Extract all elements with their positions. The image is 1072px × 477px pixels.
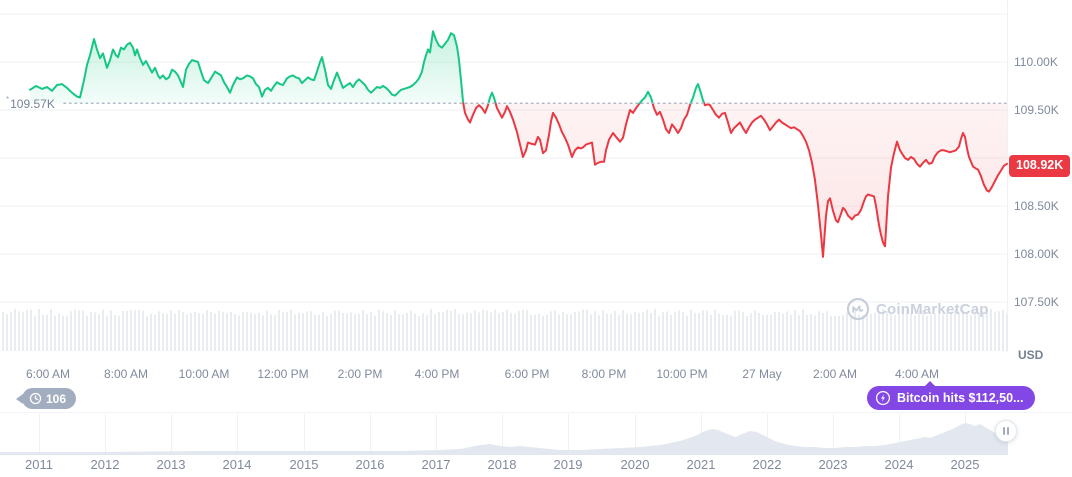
axis-unit-label: USD bbox=[1018, 348, 1044, 362]
year-label: 2019 bbox=[553, 457, 583, 472]
price-tick-label: 108.50K bbox=[1014, 199, 1059, 213]
time-tick-label: 10:00 AM bbox=[178, 367, 230, 381]
news-annotation-pill[interactable]: Bitcoin hits $112,50... bbox=[867, 381, 1036, 410]
area-above-baseline bbox=[488, 92, 496, 104]
year-label: 2017 bbox=[421, 457, 451, 472]
volume-bars bbox=[2, 309, 1008, 351]
history-sparkline bbox=[0, 423, 1008, 455]
timeline-brush[interactable] bbox=[0, 413, 1008, 455]
year-label: 2025 bbox=[950, 457, 980, 472]
time-tick-label: 6:00 AM bbox=[25, 367, 71, 381]
year-label: 2013 bbox=[156, 457, 186, 472]
time-tick-label: 27 May bbox=[742, 367, 782, 381]
price-line-up bbox=[29, 30, 465, 105]
history-count: 106 bbox=[46, 391, 67, 406]
time-tick-label: 2:00 PM bbox=[337, 367, 383, 381]
clock-icon bbox=[29, 392, 42, 405]
history-count-pill[interactable]: 106 bbox=[22, 388, 77, 409]
year-label: 2021 bbox=[686, 457, 716, 472]
year-label: 2012 bbox=[90, 457, 120, 472]
time-tick-label: 6:00 PM bbox=[504, 367, 550, 381]
price-areas bbox=[30, 31, 1007, 257]
timeline-divider bbox=[0, 412, 1072, 413]
time-tick-label: 4:00 PM bbox=[414, 367, 460, 381]
price-line-up bbox=[487, 91, 497, 105]
lightning-icon bbox=[875, 390, 891, 406]
price-lines bbox=[29, 30, 1008, 258]
price-line-up bbox=[689, 83, 706, 105]
year-label: 2015 bbox=[289, 457, 319, 472]
time-tick-label: 12:00 PM bbox=[257, 367, 309, 381]
watermark-label: CoinMarketCap bbox=[876, 300, 989, 318]
year-label: 2020 bbox=[620, 457, 650, 472]
time-tick-label: 10:00 PM bbox=[656, 367, 708, 381]
price-line-down bbox=[651, 102, 692, 134]
baseline-price-label: *109.57K bbox=[6, 95, 55, 112]
price-tick-label: 107.50K bbox=[1014, 295, 1059, 309]
year-label: 2014 bbox=[222, 457, 252, 472]
year-label: 2023 bbox=[818, 457, 848, 472]
price-line-down bbox=[462, 102, 490, 124]
year-label: 2024 bbox=[884, 457, 914, 472]
price-line-up bbox=[638, 90, 654, 105]
price-line-down bbox=[494, 102, 641, 166]
time-tick-label: 8:00 PM bbox=[581, 367, 627, 381]
year-label: 2018 bbox=[487, 457, 517, 472]
news-annotation-text: Bitcoin hits $112,50... bbox=[897, 391, 1024, 405]
current-price-badge: 108.92K bbox=[1009, 154, 1071, 177]
coinmarketcap-logo-icon bbox=[846, 297, 870, 321]
time-tick-label: 2:00 AM bbox=[812, 367, 858, 381]
price-tick-label: 108.00K bbox=[1014, 247, 1059, 261]
year-label: 2011 bbox=[25, 457, 53, 472]
year-label: 2022 bbox=[752, 457, 782, 472]
brush-handle[interactable] bbox=[995, 420, 1017, 442]
year-label: 2016 bbox=[355, 457, 385, 472]
baseline-marker-icon: * bbox=[6, 95, 10, 105]
area-below-baseline bbox=[704, 103, 1007, 257]
price-tick-label: 109.50K bbox=[1014, 103, 1059, 117]
price-tick-label: 110.00K bbox=[1014, 55, 1058, 69]
time-tick-label: 4:00 AM bbox=[894, 367, 940, 381]
area-above-baseline bbox=[690, 84, 705, 104]
time-tick-label: 8:00 AM bbox=[103, 367, 149, 381]
area-below-baseline bbox=[495, 103, 640, 165]
watermark[interactable]: CoinMarketCap bbox=[846, 297, 989, 321]
price-axis: 110.00K 109.50K 108.50K 108.00K 107.50K USD bbox=[1008, 0, 1072, 362]
price-line-down bbox=[703, 102, 1008, 258]
price-chart-canvas[interactable] bbox=[0, 0, 1008, 352]
